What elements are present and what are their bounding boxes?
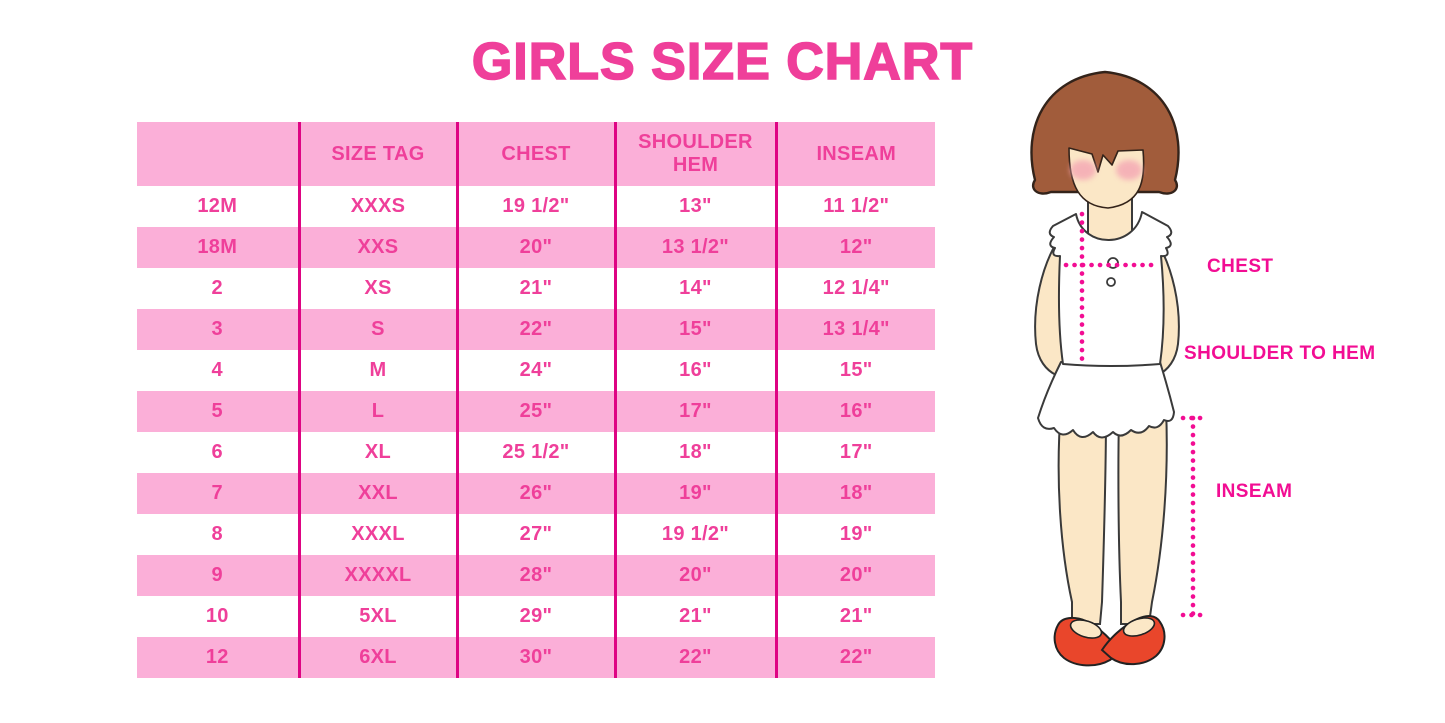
table-cell: 21": [613, 596, 776, 637]
table-cell: XXXXL: [297, 555, 457, 596]
chest-label: CHEST: [1207, 256, 1273, 277]
table-cell: L: [297, 391, 457, 432]
table-cell: 17": [613, 391, 776, 432]
table-cell: XXS: [297, 227, 457, 268]
girl-left-leg: [1057, 406, 1108, 625]
table-cell: XS: [297, 268, 457, 309]
girl-right-leg: [1117, 406, 1168, 625]
table-cell: XXXS: [297, 186, 457, 227]
table-row: 6 XL 25 1/2" 18" 17": [137, 432, 935, 473]
header-row: SIZE TAG CHEST SHOULDER HEM INSEAM: [137, 122, 935, 186]
table-cell: 18": [774, 473, 935, 514]
cell-size: 4: [137, 350, 299, 391]
table-cell: 16": [774, 391, 935, 432]
table-cell: 16": [613, 350, 776, 391]
table-row: 3 S 22" 15" 13 1/4": [137, 309, 935, 350]
table-cell: XXXL: [297, 514, 457, 555]
girl-left-shoe-opening: [1069, 619, 1103, 639]
cell-size: 12M: [137, 186, 299, 227]
table-cell: 5XL: [297, 596, 457, 637]
inseam-label: INSEAM: [1216, 481, 1292, 502]
girl-measurement-diagram: CHEST SHOULDER TO HEM INSEAM: [1030, 70, 1375, 667]
column-header: CHEST: [455, 122, 615, 186]
table-cell: 19 1/2": [613, 514, 776, 555]
girl-right-shoe-opening: [1122, 617, 1156, 637]
table-row: 8 XXXL 27" 19 1/2" 19": [137, 514, 935, 555]
cell-size: 12: [137, 637, 299, 678]
girl-left-blush: [1070, 160, 1096, 180]
table-cell: 26": [455, 473, 615, 514]
table-cell: 12": [774, 227, 935, 268]
table-cell: 21": [774, 596, 935, 637]
table-cell: S: [297, 309, 457, 350]
table-cell: 19 1/2": [455, 186, 615, 227]
table-cell: 15": [613, 309, 776, 350]
size-table: SIZE TAG CHEST SHOULDER HEM INSEAM 12M XXXS 19…: [137, 122, 935, 678]
column-header: SIZE TAG: [297, 122, 457, 186]
cell-size: 7: [137, 473, 299, 514]
girl-skirt: [1037, 361, 1175, 439]
table-row: 10 5XL 29" 21" 21": [137, 596, 935, 637]
table-cell: 12 1/4": [774, 268, 935, 309]
table-row: 7 XXL 26" 19" 18": [137, 473, 935, 514]
table-cell: 13 1/4": [774, 309, 935, 350]
cell-size: 2: [137, 268, 299, 309]
table-row: 12 6XL 30" 22" 22": [137, 637, 935, 678]
table-cell: 14": [613, 268, 776, 309]
cell-size: 9: [137, 555, 299, 596]
table-row: 4 M 24" 16" 15": [137, 350, 935, 391]
table-cell: 27": [455, 514, 615, 555]
table-cell: 13 1/2": [613, 227, 776, 268]
table-cell: 19": [613, 473, 776, 514]
girl-top-button-2: [1106, 277, 1116, 287]
table-cell: 13": [613, 186, 776, 227]
table-cell: M: [297, 350, 457, 391]
column-header-empty: [137, 122, 299, 186]
table-row: 5 L 25" 17" 16": [137, 391, 935, 432]
cell-size: 3: [137, 309, 299, 350]
girl-right-blush: [1116, 160, 1142, 180]
table-cell: 25": [455, 391, 615, 432]
column-header: SHOULDER HEM: [613, 122, 776, 186]
size-table-container: SIZE TAG CHEST SHOULDER HEM INSEAM 12M XXXS 19…: [137, 122, 935, 678]
table-cell: 11 1/2": [774, 186, 935, 227]
column-header: INSEAM: [774, 122, 935, 186]
table-row: 9 XXXXL 28" 20" 20": [137, 555, 935, 596]
table-row: 12M XXXS 19 1/2" 13" 11 1/2": [137, 186, 935, 227]
table-cell: 20": [613, 555, 776, 596]
table-cell: 15": [774, 350, 935, 391]
shoulder-to-hem-label: SHOULDER TO HEM: [1184, 343, 1375, 364]
table-cell: 30": [455, 637, 615, 678]
table-cell: 20": [455, 227, 615, 268]
table-cell: 17": [774, 432, 935, 473]
cell-size: 18M: [137, 227, 299, 268]
table-cell: XXL: [297, 473, 457, 514]
table-cell: 6XL: [297, 637, 457, 678]
girl-top-bodice: [1048, 211, 1173, 367]
table-cell: 18": [613, 432, 776, 473]
cell-size: 5: [137, 391, 299, 432]
table-cell: 28": [455, 555, 615, 596]
table-cell: 22": [455, 309, 615, 350]
table-cell: 19": [774, 514, 935, 555]
table-cell: XL: [297, 432, 457, 473]
cell-size: 10: [137, 596, 299, 637]
cell-size: 8: [137, 514, 299, 555]
table-row: 2 XS 21" 14" 12 1/4": [137, 268, 935, 309]
table-cell: 22": [613, 637, 776, 678]
table-cell: 20": [774, 555, 935, 596]
page-title: GIRLS SIZE CHART: [471, 32, 974, 92]
cell-size: 6: [137, 432, 299, 473]
table-cell: 22": [774, 637, 935, 678]
table-cell: 24": [455, 350, 615, 391]
table-cell: 25 1/2": [455, 432, 615, 473]
table-cell: 21": [455, 268, 615, 309]
table-row: 18M XXS 20" 13 1/2" 12": [137, 227, 935, 268]
table-cell: 29": [455, 596, 615, 637]
